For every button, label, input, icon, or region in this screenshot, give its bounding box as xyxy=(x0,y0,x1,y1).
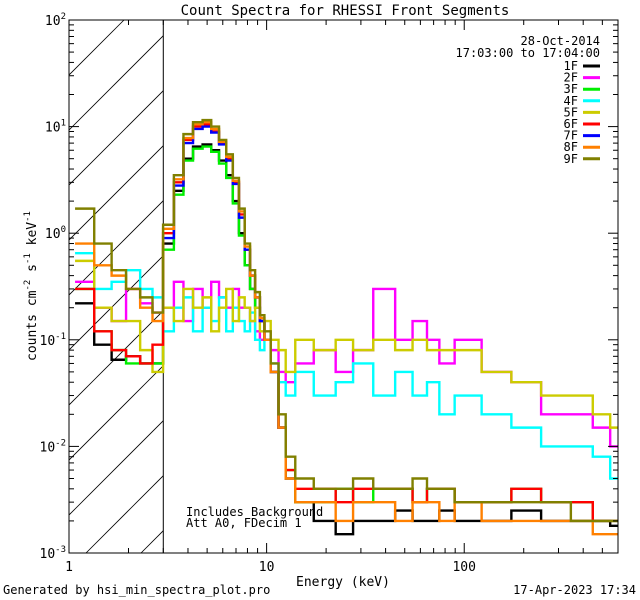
series-line-8F xyxy=(75,120,618,536)
y-axis-label: counts cm-2 s-1 keV-1 xyxy=(23,211,40,361)
hatch-line xyxy=(69,90,164,186)
legend-label-7F: 7F xyxy=(564,129,578,143)
annotation-background: Includes Background xyxy=(186,505,323,519)
hatch-line xyxy=(69,20,125,76)
legend-label-8F: 8F xyxy=(564,140,578,154)
time-range-label: 17:03:00 to 17:04:00 xyxy=(456,46,601,60)
x-tick-label: 100 xyxy=(452,560,475,575)
series-line-5F xyxy=(75,259,618,429)
hatch-line xyxy=(416,20,640,553)
hatch-line xyxy=(251,20,640,553)
series-group xyxy=(75,118,618,536)
hatch-line xyxy=(85,475,164,553)
hatch-line xyxy=(69,145,164,241)
y-tick-label: 10-3 xyxy=(40,545,67,562)
hatch-line xyxy=(69,310,164,406)
hatch-line xyxy=(69,20,70,21)
y-axis-label-tail: keV xyxy=(25,222,40,253)
plot-frame xyxy=(68,19,619,554)
y-axis-label-sup2: -1 xyxy=(23,253,33,264)
legend-label-2F: 2F xyxy=(564,71,578,85)
legend-label-9F: 9F xyxy=(564,152,578,166)
series-line-3F xyxy=(75,145,618,523)
y-axis-label-sup3: -1 xyxy=(23,211,33,222)
annotation-attenuator: Att A0, FDecim 1 xyxy=(186,516,302,530)
footer-generated-by: Generated by hsi_min_spectra_plot.pro xyxy=(3,583,270,597)
legend-label-1F: 1F xyxy=(564,59,578,73)
hatch-line xyxy=(69,255,164,351)
hatch-line xyxy=(471,20,640,553)
legend-label-5F: 5F xyxy=(564,105,578,119)
legend-label-4F: 4F xyxy=(564,94,578,108)
attenuator-hatch-region xyxy=(69,20,640,553)
y-tick-label: 101 xyxy=(45,119,66,136)
legend-label-6F: 6F xyxy=(564,117,578,131)
y-tick-label: 100 xyxy=(45,225,66,242)
series-line-6F xyxy=(75,123,618,523)
hatch-line xyxy=(69,200,164,296)
y-axis-label-mid: s xyxy=(25,264,40,280)
y-axis-label-main: counts cm xyxy=(25,290,40,361)
y-tick-label: 10-1 xyxy=(40,332,67,349)
x-tick-label: 10 xyxy=(259,560,275,575)
chart-title: Count Spectra for RHESSI Front Segments xyxy=(181,3,510,19)
date-label: 28-Oct-2014 xyxy=(521,34,600,48)
hatch-line xyxy=(69,420,164,516)
x-tick-label: 1 xyxy=(65,560,73,575)
legend-label-3F: 3F xyxy=(564,82,578,96)
series-line-4F xyxy=(75,251,618,480)
y-tick-label: 102 xyxy=(45,12,66,29)
series-line-7F xyxy=(163,125,286,429)
series-line-9F xyxy=(75,118,618,523)
y-axis-label-sup1: -2 xyxy=(23,280,33,291)
footer-timestamp: 17-Apr-2023 17:34 xyxy=(513,583,636,597)
hatch-line xyxy=(69,35,164,131)
y-tick-label: 10-2 xyxy=(40,438,67,455)
axis-ticks: 1 10 100 10-3 10-2 10-1 100 101 102 xyxy=(40,12,619,575)
hatch-line xyxy=(636,20,640,553)
x-axis-label: Energy (keV) xyxy=(296,575,390,590)
